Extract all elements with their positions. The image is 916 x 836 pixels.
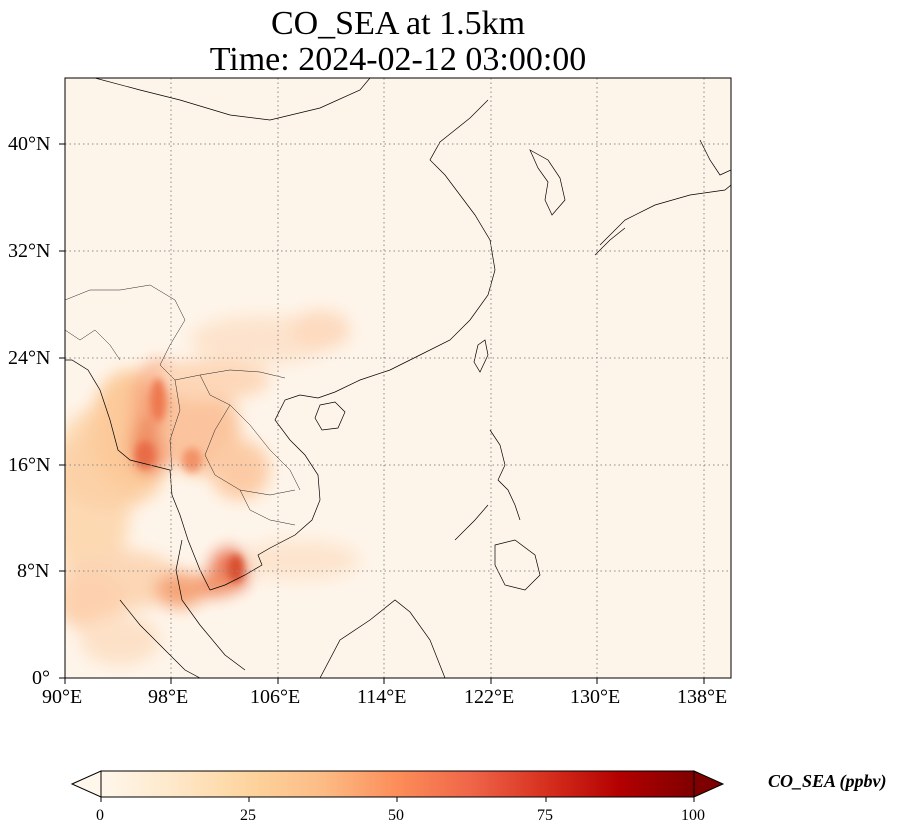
y-tick-label: 16°N (8, 454, 51, 476)
y-tick-label: 32°N (8, 240, 51, 262)
map-title-line-2: Time: 2024-02-12 03:00:00 (209, 41, 587, 78)
gridlines (65, 78, 731, 678)
y-tick-label: 0° (32, 667, 50, 689)
colorbar-tick-label: 0 (96, 807, 104, 824)
coastlines (65, 78, 731, 678)
colorbar-extend-max (693, 770, 725, 798)
country-borders (65, 284, 301, 526)
colorbar-tick-label: 25 (240, 807, 256, 824)
x-tick-label: 114°E (357, 686, 407, 708)
colorbar-label: CO_SEA (ppbv) (768, 771, 887, 791)
co-concentration-field (65, 310, 360, 665)
x-tick-label: 106°E (250, 686, 301, 708)
y-tick-label: 40°N (8, 133, 51, 155)
colorbar-extend-min (70, 770, 102, 798)
x-tick-label: 138°E (677, 686, 728, 708)
y-tick-label: 24°N (8, 347, 51, 369)
colorbar-gradient (100, 770, 695, 798)
x-tick-label: 122°E (464, 686, 515, 708)
tick-marks (59, 143, 705, 684)
colorbar-tick-label: 50 (388, 807, 404, 824)
x-tick-label: 90°E (42, 686, 83, 708)
colorbar-tick-label: 75 (537, 807, 553, 824)
map-title-line-1: CO_SEA at 1.5km (270, 5, 526, 42)
x-tick-label: 130°E (570, 686, 621, 708)
y-tick-label: 8°N (17, 560, 50, 582)
x-tick-label: 98°E (148, 686, 189, 708)
colorbar (70, 770, 725, 802)
map-frame (64, 77, 732, 679)
colorbar-tick-label: 100 (681, 807, 705, 824)
